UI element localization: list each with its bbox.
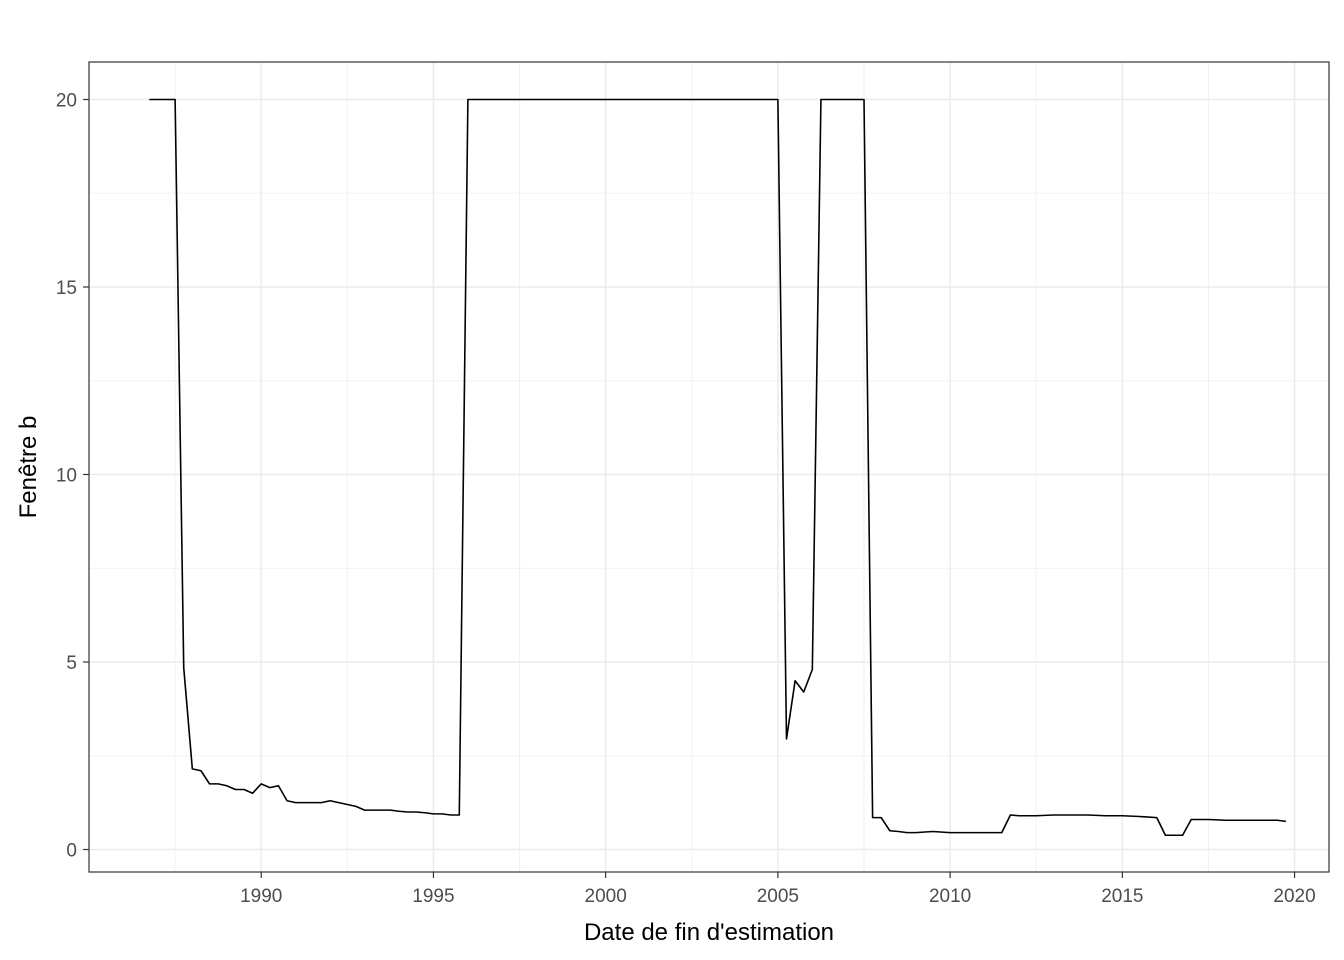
x-tick-label: 2005 xyxy=(757,886,799,907)
x-tick-label: 2020 xyxy=(1273,886,1315,907)
y-tick-label: 10 xyxy=(56,466,77,487)
y-tick-label: 20 xyxy=(56,91,77,112)
x-tick-label: 1990 xyxy=(240,886,282,907)
y-tick-label: 15 xyxy=(56,278,77,299)
y-tick-label: 0 xyxy=(66,841,77,862)
y-axis-title: Fenêtre b xyxy=(15,416,42,519)
x-axis-title: Date de fin d'estimation xyxy=(584,919,834,946)
y-tick-label: 5 xyxy=(66,653,77,674)
x-tick-label: 2010 xyxy=(929,886,971,907)
x-tick-label: 1995 xyxy=(412,886,454,907)
series-line xyxy=(149,98,1287,837)
plot-background xyxy=(89,62,1329,872)
x-axis-ticks: 1990 1995 2000 2005 2010 2015 2020 xyxy=(240,872,1316,907)
plot-panel-border xyxy=(88,61,1330,873)
y-axis-ticks: 0 5 10 15 20 xyxy=(56,91,89,862)
x-tick-label: 2000 xyxy=(585,886,627,907)
x-tick-label: 2015 xyxy=(1101,886,1143,907)
series-layer xyxy=(149,98,1287,837)
major-grid xyxy=(89,62,1329,872)
